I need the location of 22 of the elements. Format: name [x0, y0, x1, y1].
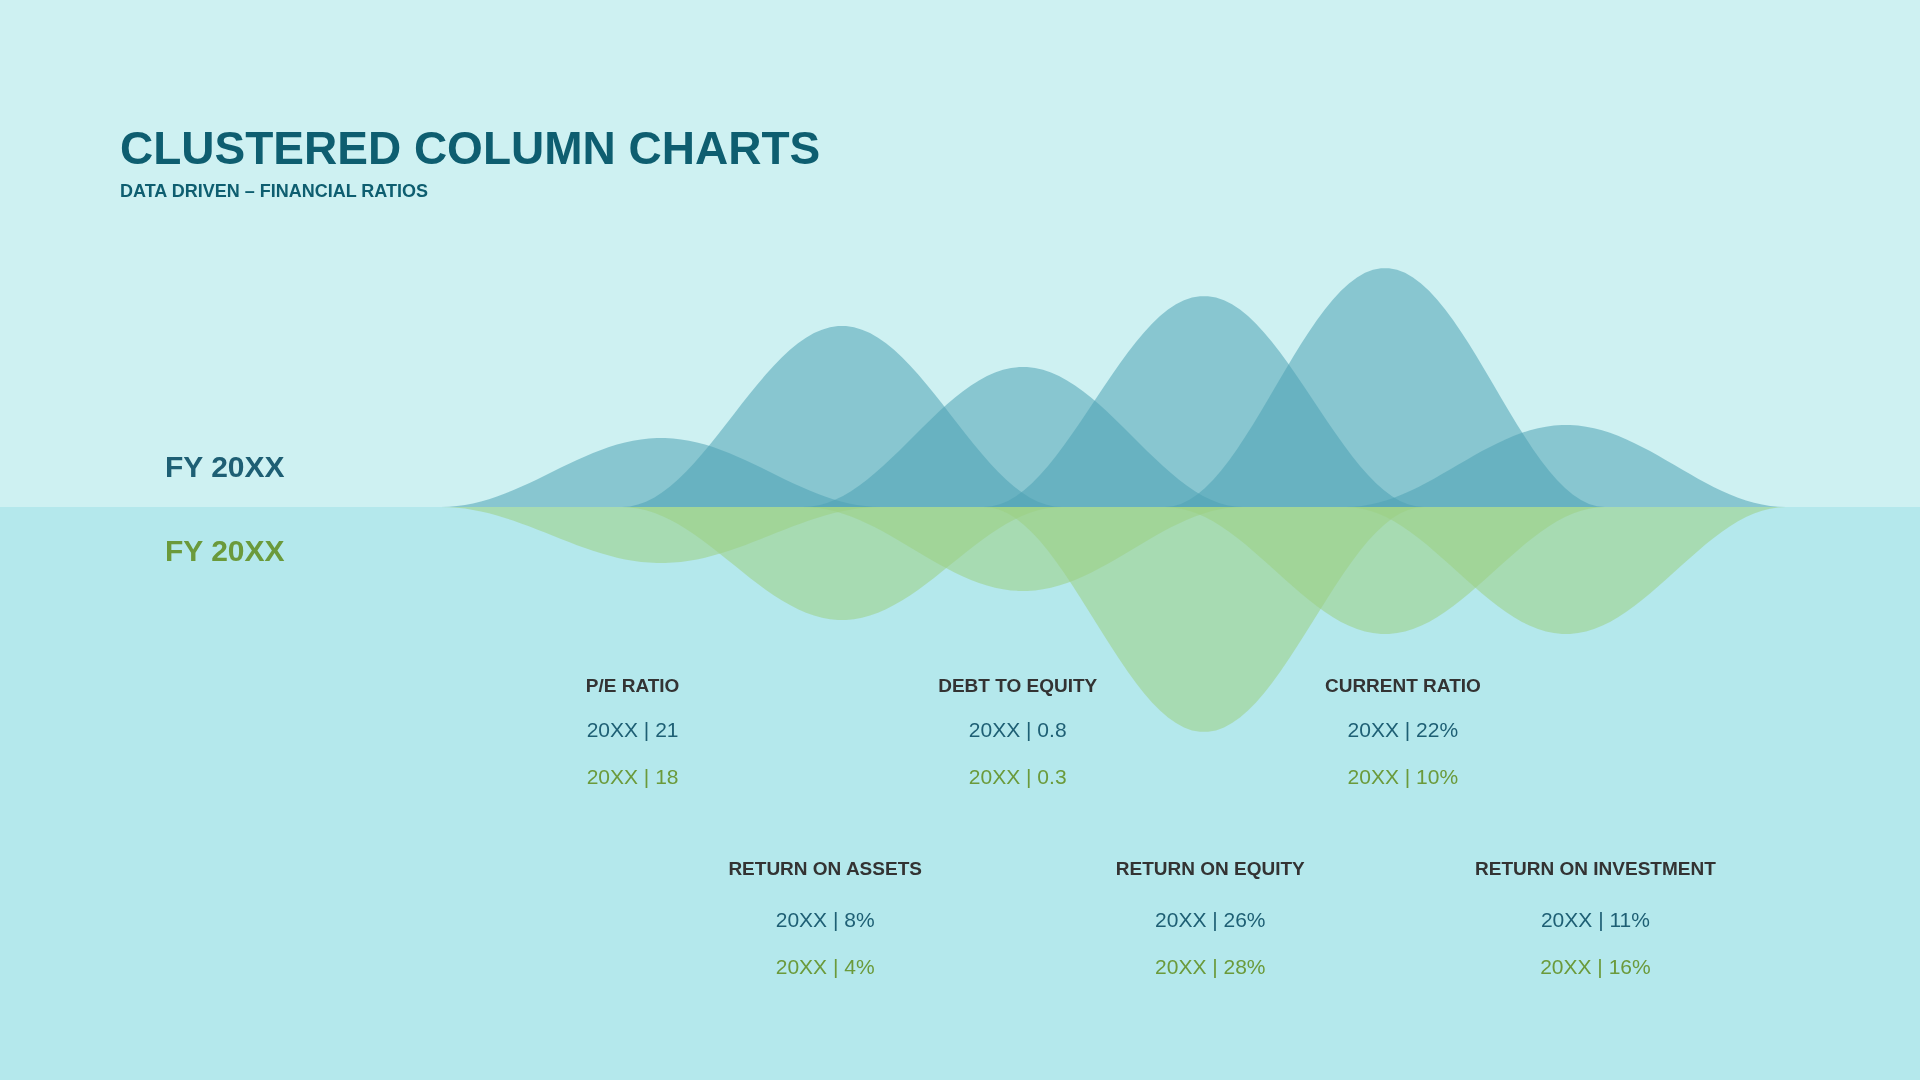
legend-label: FY 20XX	[165, 450, 285, 483]
category-label: RETURN ON INVESTMENT	[1475, 858, 1717, 879]
data-label: 20XX | 10%	[1347, 765, 1459, 788]
category-label: RETURN ON EQUITY	[1115, 858, 1306, 879]
data-label: 20XX | 26%	[1155, 908, 1266, 931]
data-label: 20XX | 0.3	[968, 765, 1067, 788]
data-label: 20XX | 4%	[775, 955, 875, 978]
data-label: 20XX | 16%	[1540, 955, 1651, 978]
text: DATA DRIVEN – FINANCIAL RATIOS	[120, 181, 429, 201]
data-label: 20XX | 21	[586, 718, 679, 741]
data-label: 20XX | 22%	[1347, 718, 1459, 741]
legend-label: FY 20XX	[165, 534, 285, 567]
data-label: 20XX | 18	[586, 765, 679, 788]
category-label: CURRENT RATIO	[1324, 675, 1481, 696]
data-label: 20XX | 0.8	[968, 718, 1067, 741]
data-label: 20XX | 28%	[1155, 955, 1266, 978]
category-label: RETURN ON ASSETS	[728, 858, 922, 879]
data-label: 20XX | 8%	[775, 908, 875, 931]
category-label: DEBT TO EQUITY	[938, 675, 1098, 696]
text: CLUSTERED COLUMN CHARTS	[120, 122, 821, 174]
data-label: 20XX | 11%	[1540, 908, 1650, 931]
category-label: P/E RATIO	[585, 675, 680, 696]
